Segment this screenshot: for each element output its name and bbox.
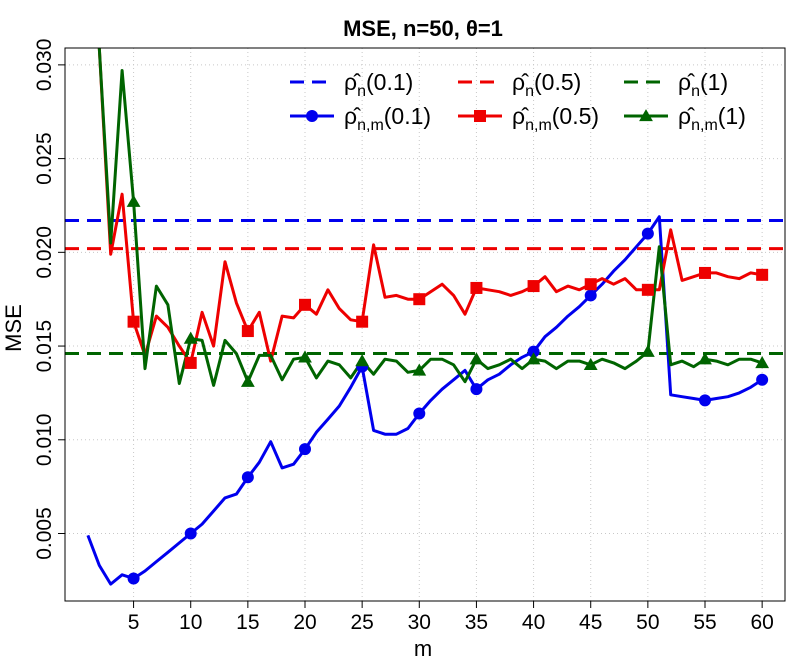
x-tick-label: 50 [636, 611, 659, 634]
plot-frame [64, 47, 786, 602]
marker-triangle [412, 363, 427, 376]
marker-square [356, 315, 369, 328]
legend-label: ρ̂n(0.5) [512, 69, 581, 100]
x-tick-label: 60 [750, 611, 773, 634]
y-tick-label: 0.030 [33, 39, 56, 92]
marker-square [299, 298, 311, 311]
x-tick-label: 35 [465, 611, 488, 634]
marker-circle [527, 345, 540, 358]
marker-triangle [755, 356, 770, 369]
series-markers [126, 194, 770, 585]
legend-label: ρ̂n,m(0.5) [512, 103, 599, 134]
x-tick-label: 10 [179, 611, 202, 634]
marker-circle [299, 443, 311, 456]
x-tick-label: 25 [350, 611, 373, 634]
marker-triangle [469, 352, 484, 365]
marker-square [474, 110, 486, 122]
x-tick-label: 55 [693, 611, 716, 634]
marker-square [756, 268, 769, 281]
marker-triangle [583, 357, 598, 370]
marker-circle [584, 289, 597, 302]
y-tick-label: 0.005 [33, 507, 56, 560]
marker-triangle [298, 350, 312, 363]
marker-circle [413, 407, 426, 420]
marker-circle [306, 110, 318, 122]
marker-square [413, 293, 426, 306]
marker-triangle [698, 352, 712, 365]
marker-circle [127, 572, 140, 585]
marker-triangle [183, 331, 198, 344]
marker-triangle [240, 374, 255, 387]
legend: ρ̂n(0.1) ρ̂n(0.5) ρ̂n(1) ρ̂n,m(0.1) ρ̂n,m(0.… [290, 69, 746, 134]
marker-circle [241, 471, 254, 484]
marker-triangle [526, 352, 541, 365]
x-axis-title: m [414, 636, 432, 660]
y-tick-label: 0.015 [33, 320, 56, 373]
legend-label: ρ̂n(1) [678, 69, 728, 100]
marker-triangle [126, 194, 141, 207]
chart-title: MSE, n=50, θ=1 [343, 16, 503, 41]
series-line [97, 48, 763, 365]
marker-circle [470, 383, 483, 396]
y-axis: 0.005 0.010 0.015 0.020 0.025 0.030 [33, 39, 65, 560]
x-tick-label: 45 [579, 611, 602, 634]
x-tick-label: 40 [522, 611, 545, 634]
x-tick-label: 30 [408, 611, 431, 634]
y-tick-label: 0.025 [33, 132, 56, 185]
marker-triangle [355, 354, 370, 367]
legend-label: ρ̂n,m(0.1) [344, 103, 431, 134]
legend-label: ρ̂n,m(1) [678, 103, 746, 134]
marker-square [241, 325, 254, 338]
marker-square [527, 280, 540, 293]
legend-label: ρ̂n(0.1) [344, 69, 413, 100]
marker-circle [184, 527, 197, 540]
grid [65, 48, 785, 601]
series-line [97, 48, 763, 387]
marker-square [699, 266, 711, 279]
marker-square [127, 315, 140, 328]
x-tick-label: 20 [293, 611, 316, 634]
marker-circle [756, 373, 769, 386]
y-tick-label: 0.020 [33, 226, 56, 279]
marker-circle [641, 227, 654, 240]
x-axis: 5 10 15 20 25 30 35 40 45 50 55 60 [128, 601, 774, 634]
marker-circle [699, 394, 711, 407]
marker-triangle [639, 109, 653, 122]
y-axis-title: MSE [1, 304, 26, 352]
x-tick-label: 15 [236, 611, 259, 634]
x-tick-label: 5 [128, 611, 140, 634]
marker-square [584, 278, 597, 291]
marker-square [184, 356, 197, 369]
marker-square [470, 281, 483, 294]
marker-triangle [640, 344, 655, 357]
marker-square [641, 283, 654, 296]
y-tick-label: 0.010 [33, 414, 56, 467]
